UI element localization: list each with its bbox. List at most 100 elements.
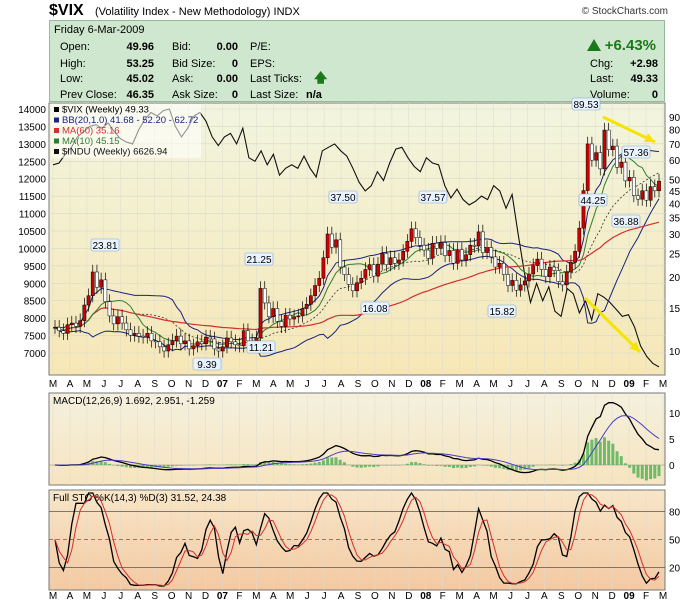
month-label-bottom: J: [118, 591, 123, 602]
percent-change: +6.43%: [586, 37, 656, 54]
value-callout-label: 21.25: [246, 255, 271, 266]
candle-body: [631, 177, 636, 196]
sto-axis-tick: 20: [669, 563, 681, 574]
macd-histogram-bar: [636, 465, 640, 478]
macd-histogram-bar: [523, 465, 527, 470]
macd-histogram-bar: [569, 464, 573, 465]
chg-value: +2.98: [630, 58, 658, 70]
macd-histogram-bar: [108, 463, 112, 465]
month-label: J: [322, 379, 327, 390]
candle-body: [422, 244, 426, 251]
left-axis-tick: 7500: [24, 332, 47, 343]
macd-histogram-bar: [623, 463, 627, 465]
candle-body: [208, 336, 213, 340]
left-axis-tick: 10000: [18, 244, 46, 255]
candle-body: [304, 304, 309, 309]
candle-body: [116, 316, 120, 325]
candle-body: [313, 285, 317, 296]
candle-body: [65, 324, 70, 334]
value-callout: [578, 193, 608, 207]
value-callout-label: 16.08: [362, 304, 387, 315]
candle-body: [212, 338, 217, 350]
candle-body: [292, 316, 296, 320]
macd-histogram-bar: [166, 465, 170, 467]
left-axis-tick: 10500: [18, 227, 46, 238]
candle-body: [518, 284, 523, 291]
month-label-bottom: N: [592, 591, 599, 602]
legend-entry: MA(10) 45.15: [62, 136, 120, 147]
macd-panel: [48, 392, 666, 486]
macd-histogram-bar: [338, 459, 342, 465]
macd-histogram-bar: [586, 442, 590, 465]
macd-histogram-bar: [334, 457, 338, 465]
macd-histogram-bar: [582, 453, 585, 465]
month-label: S: [355, 379, 362, 390]
month-label: F: [643, 379, 649, 390]
chart-header: $VIX (Volatility Index - New Methodology…: [0, 0, 700, 20]
value-callout-label: 37.50: [330, 193, 355, 204]
month-label: A: [473, 379, 480, 390]
candle-body: [166, 344, 171, 352]
candle-body: [153, 340, 158, 343]
trend-arrow-lower: [583, 296, 642, 354]
value-callout: [328, 190, 358, 204]
macd-histogram-bar: [632, 465, 636, 474]
candle-body: [426, 249, 431, 259]
macd-histogram-bar: [229, 464, 233, 465]
macd-histogram-bar: [225, 464, 229, 465]
candle-body: [388, 257, 393, 265]
candle-body: [493, 256, 498, 268]
volume-value: 0: [651, 89, 658, 101]
candle-body: [267, 302, 271, 317]
macd-histogram-bar: [250, 464, 254, 465]
month-label: O: [574, 379, 582, 390]
macd-histogram-bar: [246, 464, 250, 465]
open-value: 49.96: [126, 41, 154, 53]
sto-d-line: [54, 493, 660, 587]
macd-histogram-bar: [376, 465, 380, 467]
right-axis-tick: 35: [669, 214, 681, 225]
macd-histogram-bar: [502, 465, 506, 470]
macd-histogram-bar: [611, 443, 615, 465]
prev-close-value: 46.35: [126, 89, 154, 101]
month-label: A: [338, 379, 345, 390]
value-callout-label: 9.39: [197, 360, 217, 371]
left-axis-tick: 13500: [18, 122, 46, 133]
legend-entry: BB(20,1.0) 41.68 - 52.20 - 62.72: [62, 115, 198, 126]
macd-histogram-bar: [590, 439, 594, 465]
left-axis-tick: 11000: [19, 210, 47, 221]
high-label: High:: [60, 58, 86, 70]
candle-body: [86, 295, 91, 306]
month-label-bottom: M: [455, 591, 463, 602]
candle-body: [250, 340, 254, 347]
macd-histogram-bar: [137, 465, 141, 468]
candle-body: [585, 143, 590, 191]
candle-body: [99, 279, 103, 288]
macd-histogram-bar: [162, 465, 166, 468]
candle-body: [548, 266, 552, 277]
candle-body: [577, 227, 582, 252]
legend-swatch: [54, 149, 59, 154]
candle-body: [594, 152, 598, 161]
value-callout: [418, 190, 448, 204]
bb-middle: [54, 172, 660, 345]
left-axis-tick: 13000: [18, 140, 46, 151]
macd-histogram-bar: [451, 465, 455, 469]
candle-body: [204, 336, 208, 345]
month-label: M: [455, 379, 463, 390]
ask-label: Ask:: [172, 73, 194, 85]
macd-histogram-bar: [615, 451, 619, 465]
macd-histogram-bar: [141, 465, 145, 468]
month-label-bottom: M: [286, 591, 294, 602]
right-axis-tick: 70: [669, 140, 681, 151]
candle-body: [556, 270, 561, 282]
candle-body: [371, 264, 376, 277]
bid-size-value: 0: [231, 58, 238, 70]
ma10-line: [54, 154, 660, 345]
macd-histogram-bar: [313, 462, 317, 465]
right-axis-tick: 60: [669, 156, 681, 167]
value-callout-label: 36.88: [613, 217, 638, 228]
right-axis-tick: 90: [669, 113, 681, 124]
macd-histogram-bar: [628, 465, 632, 468]
left-axis-tick: 8500: [24, 297, 47, 308]
